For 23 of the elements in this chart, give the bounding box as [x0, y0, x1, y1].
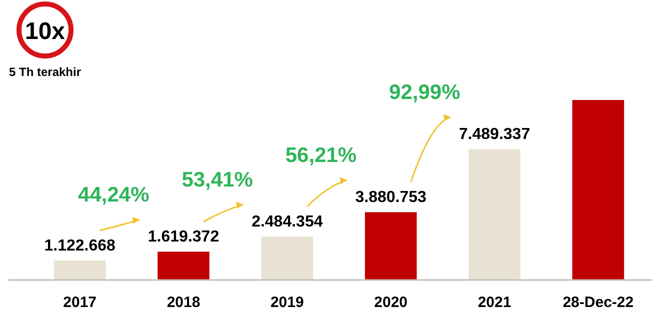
- x-tick-label: 2019: [270, 294, 304, 311]
- bar: [54, 260, 106, 280]
- bar: [158, 252, 210, 280]
- data-label: 1.619.372: [148, 228, 220, 246]
- x-tick-label: 2018: [166, 294, 200, 311]
- annotation: 56,21%: [285, 144, 357, 168]
- text: 10x: [24, 18, 66, 45]
- bar: [364, 212, 417, 280]
- annotation: 53,41%: [182, 168, 254, 192]
- bar: [261, 236, 314, 280]
- data-label: 1.122.668: [44, 237, 116, 254]
- x-tick-label: 28-Dec-22: [562, 294, 634, 311]
- x-tick-label: 2017: [63, 294, 97, 311]
- text: 5 Th terakhir: [8, 65, 82, 79]
- annotation: 92,99%: [389, 81, 461, 104]
- data-label: 2.484.354: [252, 214, 323, 231]
- x-tick-label: 2021: [478, 294, 512, 311]
- annotation: 44,24%: [78, 184, 150, 207]
- bar: [572, 100, 624, 280]
- data-label: 3.880.753: [355, 189, 427, 206]
- data-label: 7.489.337: [458, 126, 530, 144]
- bar: [468, 149, 520, 280]
- x-tick-label: 2020: [374, 294, 408, 311]
